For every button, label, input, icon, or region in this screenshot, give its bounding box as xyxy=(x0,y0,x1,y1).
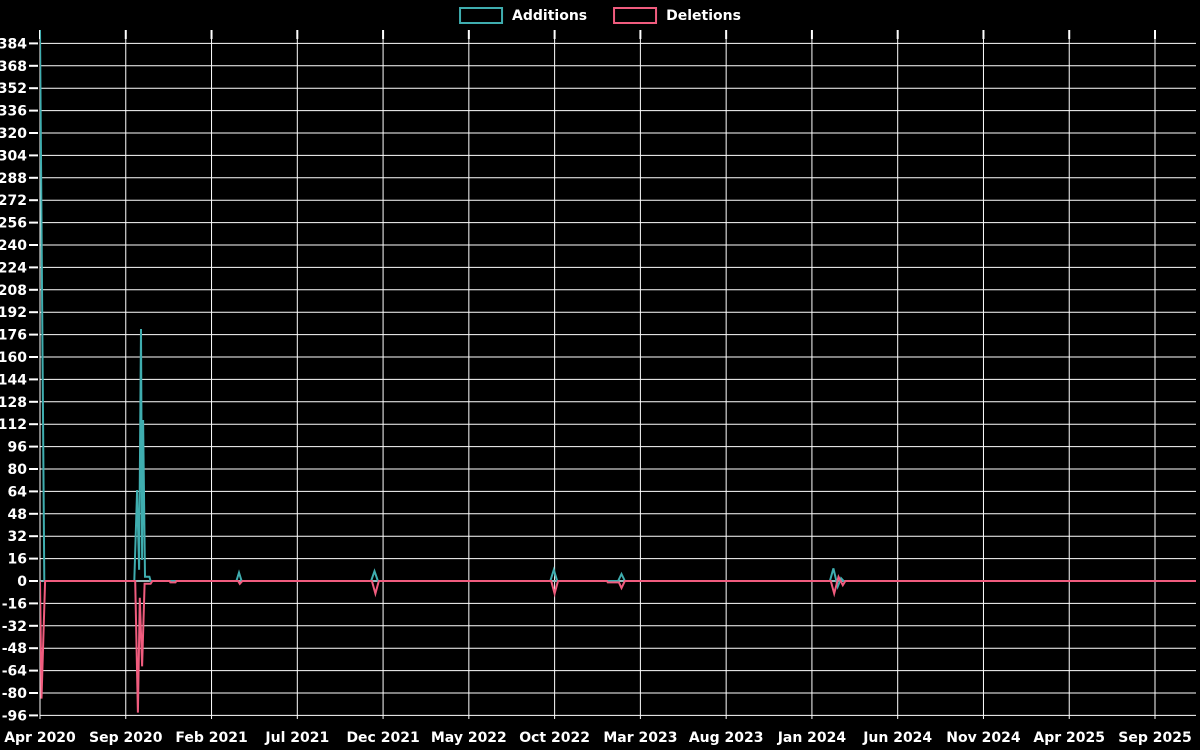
x-tick-label: Sep 2020 xyxy=(89,730,163,746)
y-tick-label: 352 xyxy=(0,81,27,97)
y-tick-label: 384 xyxy=(0,36,27,52)
y-tick-label: 368 xyxy=(0,59,27,75)
x-tick-label: Apr 2020 xyxy=(4,730,76,746)
y-tick-label: 192 xyxy=(0,305,27,321)
y-tick-label: 288 xyxy=(0,171,27,187)
x-tick-label: Mar 2023 xyxy=(603,730,677,746)
y-tick-label: -80 xyxy=(2,686,28,702)
y-tick-label: -48 xyxy=(2,641,27,657)
y-tick-label: 160 xyxy=(0,350,27,366)
axis-ticks xyxy=(29,30,1156,717)
y-axis-labels: 3843683523363203042882722562402242081921… xyxy=(0,36,27,724)
y-tick-label: 64 xyxy=(8,484,28,500)
y-tick-label: 208 xyxy=(0,283,27,299)
x-tick-label: May 2022 xyxy=(431,730,507,746)
y-tick-label: 224 xyxy=(0,260,27,276)
x-tick-label: Sep 2025 xyxy=(1118,730,1191,746)
y-tick-label: -64 xyxy=(2,664,28,680)
x-axis-labels: Apr 2020 Sep 2020 Feb 2021 Jul 2021 Dec 2021… xyxy=(4,730,1192,746)
deletions-line xyxy=(40,573,1196,713)
x-tick-label: Feb 2021 xyxy=(175,730,247,746)
y-tick-label: 16 xyxy=(8,552,27,568)
y-tick-label: -32 xyxy=(2,619,27,635)
legend-label: Additions xyxy=(512,7,588,24)
x-tick-label: Jun 2024 xyxy=(862,730,932,746)
y-tick-label: 128 xyxy=(0,395,27,411)
legend-label: Deletions xyxy=(666,7,741,24)
y-tick-label: 336 xyxy=(0,104,27,120)
series-lines xyxy=(40,30,1196,713)
y-tick-label: 96 xyxy=(8,440,27,456)
gridlines xyxy=(39,30,1196,719)
legend: Additions Deletions xyxy=(459,7,741,24)
legend-item-additions: Additions xyxy=(459,7,587,24)
x-tick-label: Jul 2021 xyxy=(264,730,329,746)
additions-line xyxy=(40,30,1196,590)
y-tick-label: -16 xyxy=(2,596,27,612)
y-tick-label: -96 xyxy=(2,708,27,724)
legend-swatch-additions xyxy=(459,7,504,24)
x-tick-label: Dec 2021 xyxy=(346,730,419,746)
y-tick-label: 176 xyxy=(0,328,27,344)
y-tick-label: 272 xyxy=(0,193,27,209)
y-tick-label: 0 xyxy=(17,574,27,590)
y-tick-label: 256 xyxy=(0,216,27,232)
x-tick-label: Jan 2024 xyxy=(777,730,847,746)
y-tick-label: 80 xyxy=(8,462,28,478)
legend-item-deletions: Deletions xyxy=(613,7,741,24)
y-tick-label: 240 xyxy=(0,238,27,254)
legend-swatch-deletions xyxy=(613,7,658,24)
x-tick-label: Aug 2023 xyxy=(689,730,764,746)
y-tick-label: 304 xyxy=(0,148,27,164)
x-tick-label: Apr 2025 xyxy=(1033,730,1105,746)
y-tick-label: 48 xyxy=(8,507,27,523)
x-tick-label: Oct 2022 xyxy=(519,730,590,746)
y-tick-label: 112 xyxy=(0,417,27,433)
x-tick-label: Nov 2024 xyxy=(946,730,1021,746)
y-tick-label: 32 xyxy=(8,529,27,545)
y-tick-label: 144 xyxy=(0,372,27,388)
y-tick-label: 320 xyxy=(0,126,27,142)
